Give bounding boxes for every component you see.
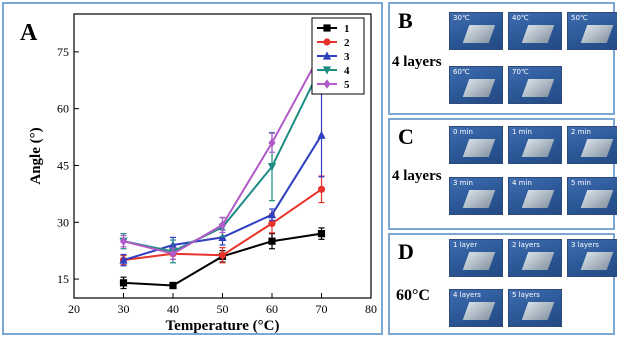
panel-b-photo-caption: 30℃ <box>453 14 470 22</box>
panel-c-photo-1: 0 min <box>449 126 503 164</box>
series-1-point <box>317 230 326 238</box>
legend-label: 2 <box>344 37 350 49</box>
panel-c-photo-caption: 0 min <box>453 128 473 136</box>
panel-b-photo-caption: 60℃ <box>453 68 470 76</box>
series-2-point <box>218 251 227 259</box>
panel-c-photo-4: 3 min <box>449 177 503 215</box>
panel-d-photo-caption: 2 layers <box>512 241 540 249</box>
legend-swatch-marker <box>323 24 331 32</box>
legend-label: 5 <box>344 79 350 91</box>
series-1-point <box>119 279 128 287</box>
panel-d-photo-4: 4 layers <box>449 289 503 327</box>
folded-sheet-image <box>462 252 496 270</box>
panel-d-photo-caption: 5 layers <box>512 291 540 299</box>
panel-d-photo-caption: 3 layers <box>571 241 599 249</box>
folded-sheet-image <box>521 139 555 157</box>
x-tick-label: 80 <box>365 302 377 316</box>
folded-sheet-image <box>580 139 614 157</box>
x-axis-title: Temperature (°C) <box>166 318 280 333</box>
folded-sheet-image <box>462 79 496 97</box>
panel-d-photo-caption: 1 layer <box>453 241 478 249</box>
panel-b-layers-label: 4 layers <box>392 54 442 70</box>
y-axis-title: Angle (°) <box>28 127 44 184</box>
panel-a-label: A <box>20 20 38 46</box>
y-tick-label: 30 <box>57 215 69 229</box>
panel-c-photo-caption: 4 min <box>512 179 532 187</box>
legend-swatch-marker <box>322 51 332 60</box>
series-5-point <box>268 138 276 148</box>
panel-d: D 60°C 1 layer 2 layers 3 layers 4 layers 5 … <box>388 233 617 335</box>
panel-b-photo-4: 60℃ <box>449 66 503 104</box>
panel-b: B 4 layers 30℃ 40℃ 50℃ 60℃ 70℃ <box>388 2 617 115</box>
panel-b-label: B <box>398 8 413 33</box>
panel-a: A 20 30 40 50 60 70 80 15 30 45 60 75 Temperature (°C… <box>2 2 383 335</box>
legend-label: 1 <box>344 23 350 35</box>
panel-d-photo-5: 5 layers <box>508 289 562 327</box>
panel-c-label: C <box>398 124 414 149</box>
folded-sheet-image <box>462 25 496 43</box>
series-3-point <box>119 255 128 264</box>
panel-c-photo-3: 2 min <box>567 126 617 164</box>
folded-sheet-image <box>462 139 496 157</box>
panel-b-photo-caption: 70℃ <box>512 68 529 76</box>
y-tick-label: 45 <box>57 158 69 172</box>
series-1-point <box>268 237 276 245</box>
panel-b-photo-2: 40℃ <box>508 12 562 50</box>
panel-b-photo-caption: 40℃ <box>512 14 529 22</box>
folded-sheet-image <box>462 190 496 208</box>
x-tick-label: 50 <box>217 302 229 316</box>
panel-c-photo-caption: 5 min <box>571 179 591 187</box>
series-5-point <box>218 220 227 230</box>
panel-c-layers-label: 4 layers <box>392 168 442 184</box>
panel-b-photo-5: 70℃ <box>508 66 562 104</box>
y-tick-label: 15 <box>57 272 69 286</box>
panel-d-temperature-label: 60°C <box>396 287 430 304</box>
y-tick-label: 75 <box>57 45 69 59</box>
panel-c-photo-caption: 1 min <box>512 128 532 136</box>
x-tick-label: 40 <box>167 302 179 316</box>
panel-c-photo-caption: 3 min <box>453 179 473 187</box>
panel-d-photo-1: 1 layer <box>449 239 503 277</box>
x-tick-label: 70 <box>316 302 328 316</box>
legend-swatch-marker <box>323 38 331 46</box>
panel-b-photo-1: 30℃ <box>449 12 503 50</box>
x-tick-label: 60 <box>266 302 278 316</box>
series-4-point <box>267 163 277 172</box>
folded-sheet-image <box>580 252 614 270</box>
panel-c-photo-2: 1 min <box>508 126 562 164</box>
folded-sheet-image <box>521 25 555 43</box>
series-1-point <box>169 281 177 290</box>
folded-sheet-image <box>521 302 555 320</box>
series-3-point <box>317 130 326 139</box>
panel-b-photo-caption: 50℃ <box>571 14 588 22</box>
panel-d-label: D <box>398 239 414 264</box>
folded-sheet-image <box>521 79 555 97</box>
legend-label: 3 <box>344 51 350 63</box>
legend-swatch-marker <box>322 66 332 75</box>
legend-label: 4 <box>344 65 350 77</box>
x-tick-label: 30 <box>118 302 130 316</box>
panel-b-photo-3: 50℃ <box>567 12 617 50</box>
panel-c-photo-5: 4 min <box>508 177 562 215</box>
x-tick-label: 20 <box>68 302 80 316</box>
series-5-point <box>169 249 177 259</box>
panel-d-photo-2: 2 layers <box>508 239 562 277</box>
folded-sheet-image <box>521 190 555 208</box>
series-5-point <box>119 236 128 246</box>
panel-d-photo-3: 3 layers <box>567 239 617 277</box>
series-2-point <box>317 185 326 193</box>
legend-swatch-marker <box>323 79 331 89</box>
panel-d-photo-caption: 4 layers <box>453 291 481 299</box>
panel-c: C 4 layers 0 min 1 min 2 min 3 min 4 min 5 mi… <box>388 118 617 230</box>
folded-sheet-image <box>580 190 614 208</box>
folded-sheet-image <box>521 252 555 270</box>
series-2-point <box>268 219 276 228</box>
panel-c-photo-caption: 2 min <box>571 128 591 136</box>
y-tick-label: 60 <box>57 102 69 116</box>
folded-sheet-image <box>462 302 496 320</box>
series-3-point <box>267 210 277 219</box>
folded-sheet-image <box>580 25 614 43</box>
panel-c-photo-6: 5 min <box>567 177 617 215</box>
